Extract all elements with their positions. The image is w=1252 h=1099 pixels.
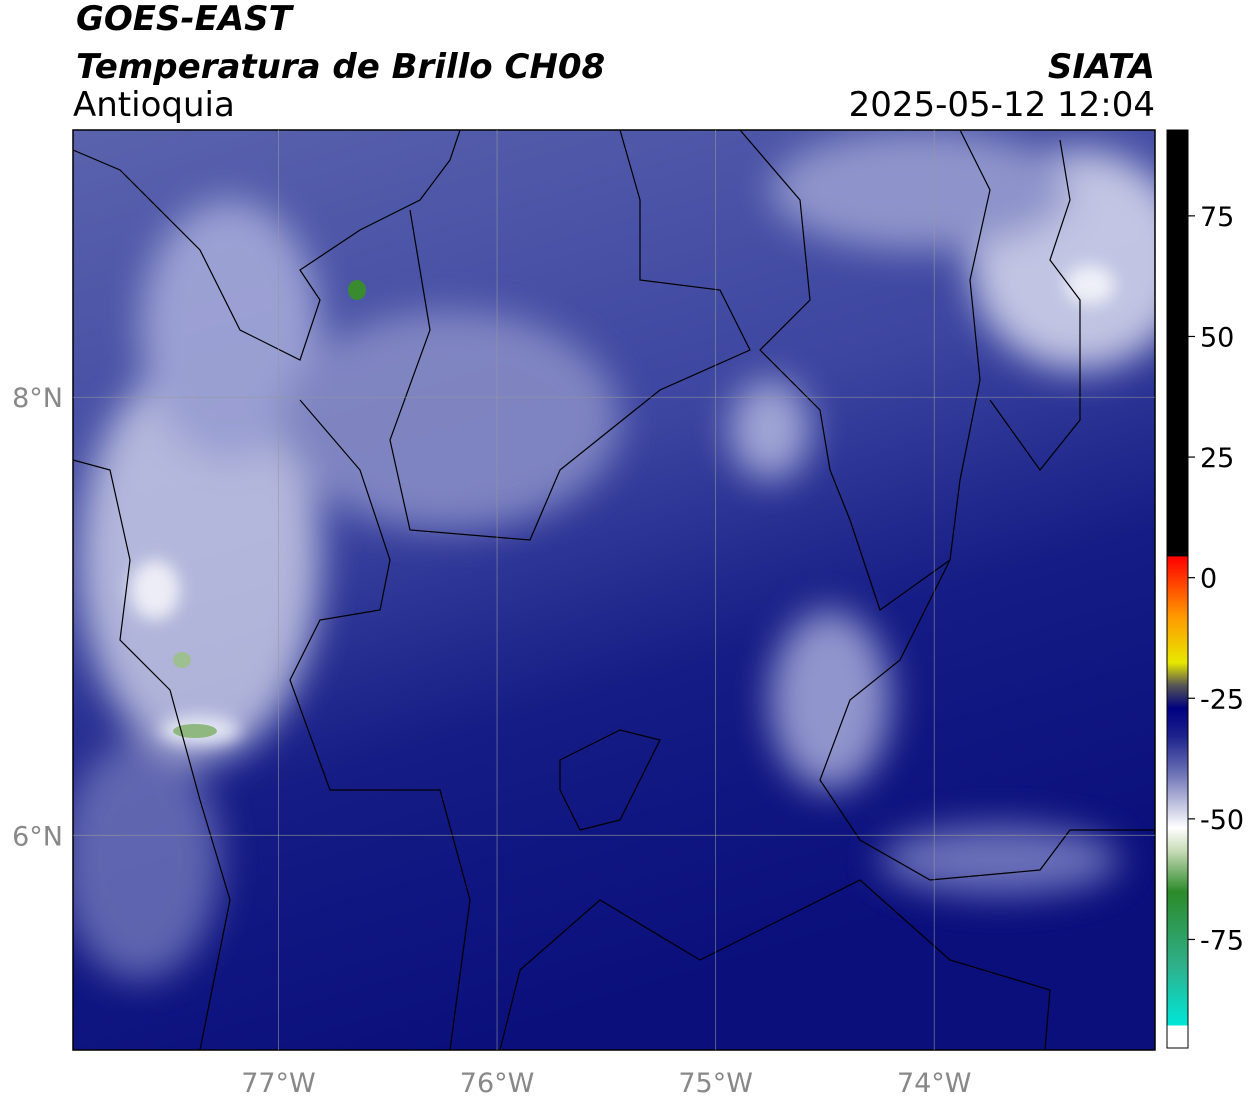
x-tick-label: 74°W [897,1068,972,1099]
axes: 77°W 76°W 75°W 74°W 8°N 6°N [12,130,1155,1099]
map-imagery [73,130,1155,1050]
region: Antioquia [73,85,235,125]
colorbar-tick-label: -25 [1200,684,1244,715]
colorbar-tick-label: 75 [1200,202,1234,233]
colorbar-tick-label: 50 [1200,322,1234,353]
timestamp: 2025-05-12 12:04 [849,85,1155,125]
colorbar-tick-label: 25 [1200,443,1234,474]
x-tick-label: 77°W [241,1068,316,1099]
colorbar [1166,129,1189,1049]
subtitle: Temperatura de Brillo CH08 [76,47,605,87]
x-tick-label: 75°W [678,1068,753,1099]
source: SIATA [1048,47,1155,87]
y-tick-label: 6°N [12,821,63,852]
title: GOES-EAST [76,0,295,39]
map-frame [72,129,1156,1051]
x-tick-label: 76°W [460,1068,535,1099]
colorbar-tick-label: -75 [1200,925,1244,956]
colorbar-tick-label: -50 [1200,805,1244,836]
colorbar-tick-label: 0 [1200,564,1217,595]
colorbar-ticks: 75 50 25 0 -25 -50 -75 [1188,202,1244,956]
y-tick-label: 8°N [12,383,63,414]
